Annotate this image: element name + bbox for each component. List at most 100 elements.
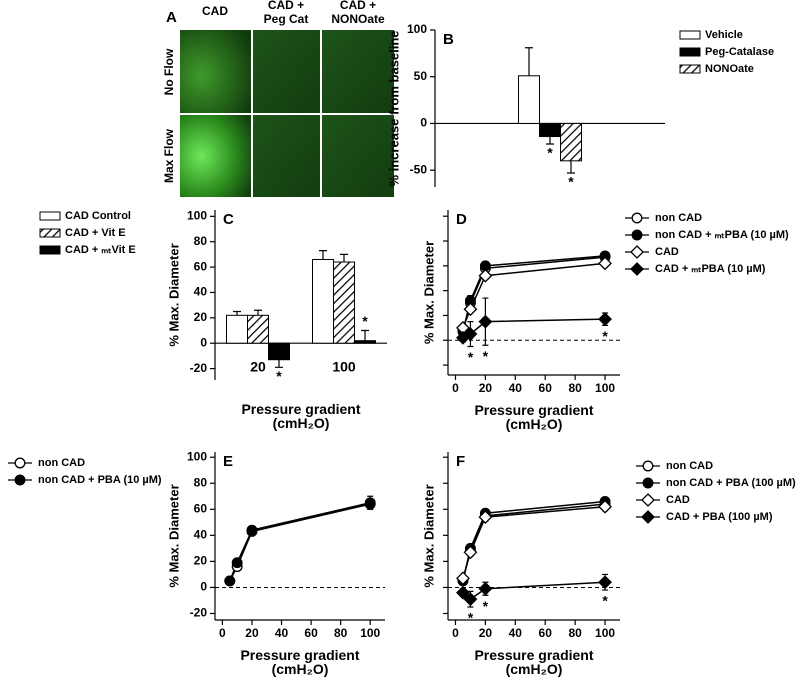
bar: [539, 122, 561, 138]
data-point: [456, 571, 470, 586]
row-label: Max Flow: [162, 128, 176, 183]
error-bar: [254, 309, 262, 316]
x-tick-label: 40: [275, 626, 289, 640]
x-tick-label: 100: [360, 626, 380, 640]
legend-marker: [14, 474, 26, 486]
x-tick-label: 80: [568, 626, 582, 640]
y-tick-label: 0: [200, 335, 207, 349]
legend-marker: [630, 245, 644, 259]
error-bar: [525, 47, 533, 76]
data-point: [598, 499, 612, 514]
data-point: [463, 327, 478, 341]
legend-label: non CAD: [38, 457, 85, 469]
y-axis-label: % increase from baseline: [386, 30, 401, 186]
legend-label: non CAD + PBA (10 µM): [38, 474, 162, 486]
y-tick-label: -20: [190, 606, 208, 620]
bar: [354, 340, 376, 344]
legend-label: Vehicle: [705, 29, 743, 41]
data-point: [364, 497, 376, 509]
panel-letter: F: [456, 453, 465, 470]
y-tick-label: 40: [194, 528, 208, 542]
series-line: [462, 581, 606, 601]
y-tick-label: 20: [194, 554, 208, 568]
micrograph: [253, 30, 320, 113]
y-axis-label: % Max. Diameter: [166, 484, 181, 587]
y-tick-label: 100: [187, 449, 207, 463]
y-tick-label: 100: [407, 22, 427, 36]
legend-marker: [630, 262, 644, 276]
legend-swatch: [679, 47, 701, 57]
x-tick-label: 100: [595, 626, 615, 640]
significance-mark: *: [362, 313, 368, 329]
column-label: CAD: [202, 4, 228, 18]
data-point: [231, 557, 243, 569]
micrograph: [322, 115, 394, 197]
series-line: [229, 503, 371, 582]
y-axis-label: % Max. Diameter: [421, 484, 436, 587]
x-tick-label: 40: [509, 381, 523, 395]
x-tick-label: 80: [334, 626, 348, 640]
y-tick-label: 20: [194, 310, 208, 324]
bar: [518, 75, 540, 124]
x-tick-label: 100: [595, 381, 615, 395]
data-point: [463, 302, 478, 317]
x-axis-label: Pressure gradient (cmH₂O): [474, 402, 593, 432]
legend-swatch: [39, 245, 61, 255]
legend-swatch: [39, 228, 61, 238]
legend-label: non CAD: [666, 460, 713, 472]
legend-marker: [642, 477, 654, 489]
x-tick-label: 20: [479, 626, 493, 640]
x-tick-label: 0: [452, 381, 459, 395]
legend-label: CAD + PBA (100 µM): [666, 511, 773, 523]
bar: [226, 314, 248, 344]
series-line: [462, 255, 606, 332]
legend-label: CAD: [666, 494, 690, 506]
significance-mark: *: [483, 598, 489, 614]
x-tick-label: 40: [509, 626, 523, 640]
legend-label: CAD: [655, 246, 679, 258]
x-axis-label: Pressure gradient (cmH₂O): [241, 401, 360, 431]
significance-mark: *: [276, 368, 282, 384]
significance-mark: *: [468, 349, 474, 365]
legend-label: NONOate: [705, 63, 754, 75]
column-label: CAD + Peg Cat: [264, 0, 309, 26]
x-tick-label: 60: [539, 381, 553, 395]
series-line: [462, 505, 606, 579]
error-bar: [567, 160, 575, 174]
data-point: [456, 585, 470, 600]
y-tick-label: 0: [420, 116, 427, 130]
legend-label: CAD + Vit E: [65, 227, 126, 239]
y-tick-label: -50: [410, 162, 428, 176]
bar: [333, 261, 355, 344]
y-tick-label: 80: [194, 475, 208, 489]
legend-swatch: [679, 64, 701, 74]
column-label: CAD + NONOate: [331, 0, 385, 26]
x-tick-label: 0: [452, 626, 459, 640]
legend-label: non CAD + PBA (100 µM): [666, 477, 796, 489]
y-tick-label: 0: [200, 580, 207, 594]
significance-mark: *: [568, 174, 574, 190]
error-bar: [340, 253, 348, 263]
x-tick-label: 60: [304, 626, 318, 640]
x-tick-label: 20: [245, 626, 259, 640]
x-tick-label: 80: [568, 381, 582, 395]
error-bar: [275, 359, 283, 368]
panel-letter: B: [443, 31, 454, 48]
bar: [560, 122, 582, 162]
significance-mark: *: [602, 328, 608, 344]
x-tick-label: 0: [219, 626, 226, 640]
data-point: [224, 575, 236, 587]
bar: [247, 314, 269, 344]
x-axis-label: Pressure gradient (cmH₂O): [240, 647, 359, 677]
legend-marker: [631, 229, 643, 241]
legend-marker: [14, 457, 26, 469]
y-axis-label: % Max. Diameter: [421, 241, 436, 344]
row-label: No Flow: [162, 48, 176, 95]
series-line: [462, 262, 606, 329]
error-bar: [546, 136, 554, 145]
data-point: [246, 524, 258, 536]
x-tick-label: 20: [479, 381, 493, 395]
data-point: [463, 592, 478, 607]
data-point: [478, 314, 493, 329]
x-tick-label: 60: [539, 626, 553, 640]
